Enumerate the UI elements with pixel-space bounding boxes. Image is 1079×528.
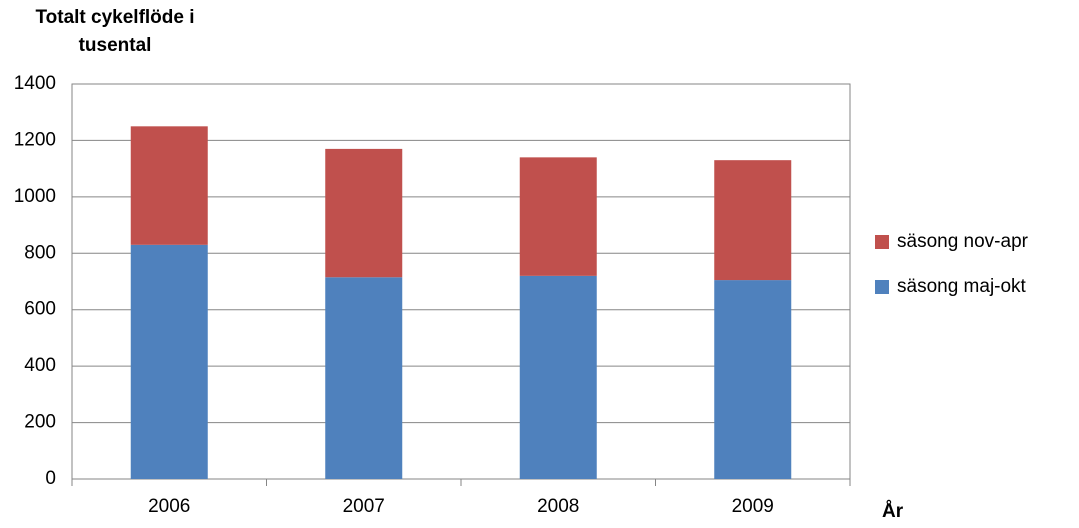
y-tick-label: 400 xyxy=(24,355,56,376)
y-tick-label: 0 xyxy=(45,468,56,489)
bar-segment xyxy=(714,160,792,281)
bar-segment xyxy=(325,277,403,479)
y-tick-label: 1000 xyxy=(14,186,56,207)
y-tick-label: 800 xyxy=(24,242,56,263)
x-axis-label: År xyxy=(882,501,904,522)
y-tick-label: 600 xyxy=(24,299,56,320)
chart-title: Totalt cykelflöde i tusental xyxy=(35,7,195,56)
x-tick-label: 2008 xyxy=(537,496,579,517)
bar-segment xyxy=(325,148,403,278)
y-tick-label: 200 xyxy=(24,412,56,433)
legend-swatch xyxy=(875,235,889,249)
legend-label: säsong maj-okt xyxy=(897,276,1027,297)
bar-segment xyxy=(519,157,597,276)
y-tick-label: 1200 xyxy=(14,129,56,150)
bar-segment xyxy=(519,275,597,479)
y-tick-label: 1400 xyxy=(14,73,56,94)
x-tick-label: 2009 xyxy=(732,496,774,517)
legend-swatch xyxy=(875,280,889,294)
x-tick-label: 2007 xyxy=(343,496,385,517)
x-tick-label: 2006 xyxy=(148,496,190,517)
legend-label: säsong nov-apr xyxy=(897,231,1029,252)
bar-segment xyxy=(130,244,208,479)
bar-segment xyxy=(130,126,208,245)
bar-segment xyxy=(714,280,792,479)
